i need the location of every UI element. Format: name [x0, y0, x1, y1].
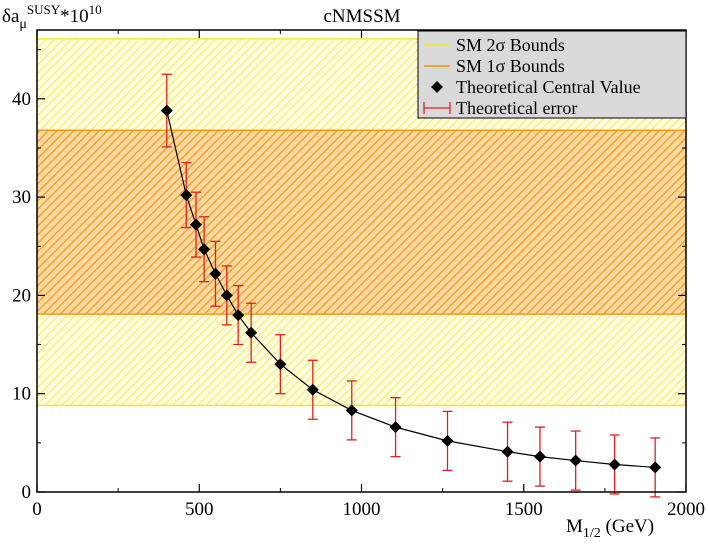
data-point: [306, 383, 319, 396]
data-point: [160, 104, 173, 117]
x-tick-label: 500: [185, 499, 214, 520]
legend-diamond-swatch: [431, 81, 443, 93]
legend-label: SM 2σ Bounds: [456, 35, 565, 55]
data-point: [232, 309, 245, 322]
data-point: [649, 461, 662, 474]
y-label-exp: 10: [89, 2, 102, 17]
data-point: [180, 189, 193, 202]
data-point: [198, 243, 211, 256]
y-label-main: δa: [2, 6, 20, 27]
data-point: [608, 458, 621, 471]
y-tick-label: 20: [12, 285, 31, 306]
x-tick-label: 1000: [343, 499, 381, 520]
x-tick-label: 1500: [505, 499, 543, 520]
x-axis-label: M1/2 (GeV): [566, 516, 654, 541]
y-label-suffix: *10: [60, 6, 89, 27]
x-tick-label: 0: [32, 499, 42, 520]
band-fill-2: [37, 130, 686, 315]
data-point: [274, 358, 287, 371]
x-tick-label: 2000: [667, 499, 705, 520]
y-tick-label: 30: [12, 187, 31, 208]
y-tick-label: 0: [22, 482, 32, 503]
legend-item: Theoretical Central Value: [431, 77, 641, 97]
legend-label: SM 1σ Bounds: [456, 56, 565, 76]
y-axis-label: δaμSUSY*1010: [2, 2, 102, 32]
x-label-main: M: [566, 516, 583, 537]
legend-box: [417, 30, 687, 119]
legend-label: Theoretical Central Value: [456, 77, 641, 97]
data-point: [245, 326, 258, 339]
legend-item: SM 1σ Bounds: [424, 56, 565, 76]
x-label-unit: (GeV): [601, 516, 654, 537]
y-tick-label: 10: [12, 384, 31, 405]
data-point: [389, 421, 402, 434]
legend-label: Theoretical error: [456, 98, 577, 118]
x-axis-ticks: 0 500 1000 1500 2000: [32, 30, 705, 520]
y-tick-label: 40: [12, 89, 31, 110]
data-point: [220, 289, 233, 302]
legend-item: SM 2σ Bounds: [424, 35, 565, 55]
x-label-sub: 1/2: [583, 526, 601, 541]
data-point: [533, 450, 546, 463]
data-point: [501, 445, 514, 458]
y-label-sub: μ: [19, 17, 27, 32]
data-point: [190, 218, 203, 231]
data-markers: [160, 104, 662, 474]
data-point: [569, 454, 582, 467]
chart-title: cNMSSM: [323, 6, 400, 27]
data-point: [441, 434, 454, 447]
y-label-sup: SUSY: [27, 2, 61, 17]
data-point: [209, 267, 222, 280]
data-point: [345, 404, 358, 417]
legend-item: Theoretical error: [423, 98, 577, 118]
